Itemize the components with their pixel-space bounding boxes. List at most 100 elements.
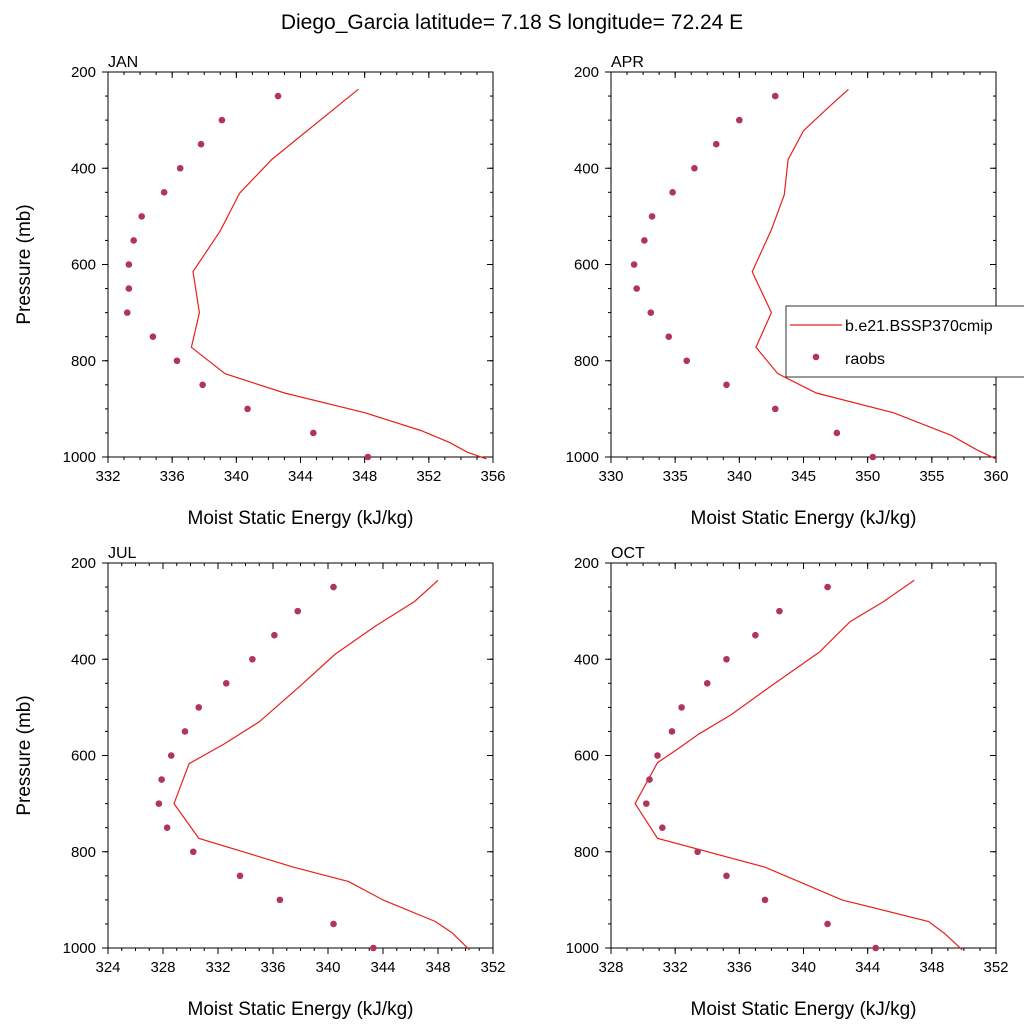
data-point-raobs (294, 607, 302, 615)
data-point-raobs (199, 381, 206, 389)
x-tick-label: 345 (791, 468, 816, 485)
x-axis-title: Moist Static Energy (kJ/kg) (188, 508, 414, 529)
data-point-raobs (163, 824, 171, 831)
x-tick-label: 332 (663, 959, 688, 976)
legend-label-model: b.e21.BSSP370cmip (845, 318, 993, 335)
data-point-raobs (824, 920, 831, 928)
panel-label: JAN (108, 54, 138, 71)
y-tick-label: 1000 (566, 449, 599, 466)
data-point-raobs (189, 848, 197, 856)
x-tick-label: 348 (919, 959, 944, 976)
y-tick-label: 1000 (63, 449, 96, 466)
data-point-raobs (181, 728, 189, 735)
data-point-raobs (771, 405, 779, 413)
data-point-raobs (678, 704, 685, 711)
y-tick-label: 800 (574, 844, 599, 861)
x-tick-label: 356 (480, 468, 505, 485)
data-point-raobs (167, 752, 175, 759)
x-tick-label: 336 (727, 959, 752, 976)
data-point-raobs (370, 944, 377, 952)
data-point-raobs (155, 800, 163, 807)
data-point-raobs (712, 140, 720, 148)
x-tick-label: 340 (224, 468, 249, 485)
y-tick-label: 800 (71, 353, 96, 370)
data-point-raobs (723, 655, 730, 663)
x-tick-label: 336 (260, 959, 285, 976)
data-point-raobs (665, 333, 673, 340)
y-tick-label: 200 (574, 555, 599, 572)
data-point-raobs (869, 453, 877, 461)
y-tick-label: 600 (71, 748, 96, 765)
data-point-raobs (330, 920, 337, 928)
x-tick-label: 340 (727, 468, 752, 485)
data-point-raobs (160, 189, 168, 196)
y-axis-title: Pressure (mb) (14, 695, 35, 815)
data-point-raobs (669, 189, 676, 196)
x-tick-label: 332 (205, 959, 230, 976)
y-tick-label: 600 (574, 748, 599, 765)
data-point-raobs (310, 429, 317, 437)
series-line-model (173, 579, 471, 951)
chart-panel-jan: JAN 332 336 340 344 348 352 356 200 400 600 800 1000… (14, 54, 506, 529)
data-point-raobs (123, 309, 131, 316)
data-point-raobs (659, 824, 666, 831)
y-tick-label: 400 (71, 160, 96, 177)
data-point-raobs (149, 333, 157, 340)
data-point-raobs (776, 607, 783, 615)
data-point-raobs (249, 655, 256, 663)
panel-label: JUL (108, 545, 137, 562)
y-tick-label: 200 (71, 555, 96, 572)
y-tick-label: 800 (71, 844, 96, 861)
figure-title: Diego_Garcia latitude= 7.18 S longitude=… (281, 11, 743, 34)
x-axis-title: Moist Static Energy (kJ/kg) (691, 508, 917, 529)
x-tick-label: 355 (919, 468, 944, 485)
x-tick-label: 332 (95, 468, 120, 485)
data-point-raobs (274, 92, 282, 100)
legend-marker-raobs (812, 353, 820, 361)
data-point-raobs (761, 896, 769, 904)
x-tick-label: 328 (598, 959, 623, 976)
x-tick-label: 335 (663, 468, 688, 485)
legend-box (785, 305, 1024, 378)
x-tick-label: 348 (425, 959, 450, 976)
data-point-raobs (703, 680, 711, 687)
x-tick-label: 352 (480, 959, 505, 976)
chart-panel-oct: OCT 328 332 336 340 344 348 352 200 400 600 800 1000… (566, 545, 1009, 1020)
x-tick-label: 330 (598, 468, 623, 485)
data-point-raobs (668, 728, 676, 735)
x-tick-label: 336 (160, 468, 185, 485)
y-tick-label: 200 (574, 64, 599, 81)
data-point-raobs (824, 583, 831, 591)
legend-label-raobs: raobs (845, 351, 885, 368)
x-tick-label: 352 (416, 468, 441, 485)
x-tick-label: 350 (855, 468, 880, 485)
legend: b.e21.BSSP370cmip raobs (785, 305, 1024, 378)
data-point-raobs (654, 752, 661, 759)
data-point-raobs (723, 381, 730, 389)
y-tick-label: 1000 (566, 940, 599, 957)
y-tick-label: 800 (574, 353, 599, 370)
y-tick-label: 400 (574, 160, 599, 177)
y-tick-label: 600 (574, 257, 599, 274)
y-tick-label: 1000 (63, 940, 96, 957)
data-point-raobs (138, 213, 145, 220)
data-point-raobs (691, 164, 698, 172)
data-point-raobs (641, 237, 648, 244)
data-point-raobs (694, 848, 701, 856)
x-tick-label: 328 (150, 959, 175, 976)
data-point-raobs (648, 213, 656, 220)
data-point-raobs (647, 309, 655, 316)
data-point-raobs (130, 237, 137, 244)
data-point-raobs (125, 285, 133, 292)
data-point-raobs (271, 631, 278, 639)
y-axis-title: Pressure (mb) (14, 204, 35, 324)
x-tick-label: 344 (288, 468, 313, 485)
y-tick-label: 600 (71, 257, 96, 274)
data-point-raobs (330, 583, 337, 591)
data-point-raobs (197, 140, 205, 148)
data-point-raobs (364, 453, 372, 461)
data-point-raobs (158, 776, 165, 783)
data-point-raobs (752, 631, 759, 639)
data-point-raobs (236, 872, 244, 880)
